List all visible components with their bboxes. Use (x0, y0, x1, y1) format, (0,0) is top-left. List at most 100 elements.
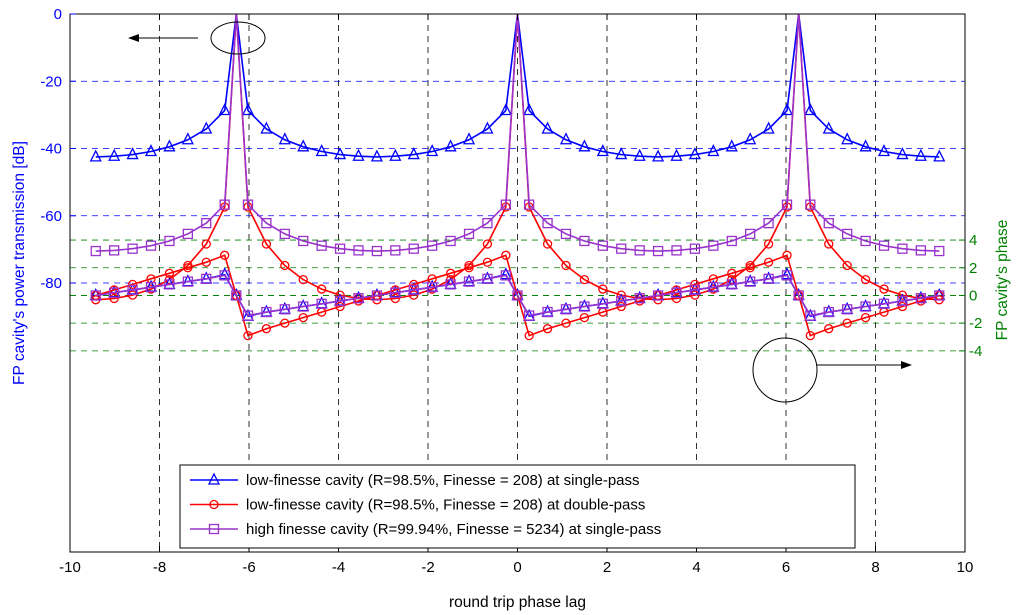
square-marker (482, 217, 493, 229)
triangle-marker (241, 103, 255, 116)
triangle-marker (804, 103, 817, 116)
square-marker (634, 245, 645, 256)
triangle-marker (596, 144, 609, 157)
triangle-marker (523, 103, 536, 116)
square-marker (781, 199, 793, 210)
square-marker (689, 243, 701, 254)
square-marker (445, 279, 456, 290)
y-left-tick-label: 0 (54, 6, 62, 23)
triangle-marker (407, 147, 420, 160)
square-marker (652, 245, 664, 257)
square-marker (145, 240, 157, 251)
circle-marker (482, 239, 493, 249)
y-axis-right-label: FP cavity's phase (994, 220, 1011, 341)
square-marker (726, 235, 737, 247)
circle-marker (335, 290, 345, 300)
triangle-marker (780, 103, 794, 116)
circle-marker (897, 301, 908, 312)
circle-marker (842, 260, 852, 271)
square-marker (164, 235, 175, 247)
triangle-marker (877, 144, 891, 157)
square-marker (597, 298, 608, 309)
x-tick-label: -2 (421, 559, 434, 576)
triangle-marker (841, 132, 854, 145)
circle-marker (298, 312, 308, 323)
triangle-marker (615, 147, 628, 160)
legend: low-finesse cavity (R=98.5%, Finesse = 2… (179, 464, 856, 549)
square-marker (823, 306, 834, 318)
square-marker (182, 228, 193, 240)
square-marker (689, 284, 701, 296)
square-marker (579, 301, 590, 312)
y-left-tick-label: -80 (40, 275, 62, 292)
circle-marker (445, 268, 456, 278)
square-marker (182, 276, 193, 287)
triangle-marker (278, 132, 291, 145)
triangle-marker (144, 144, 158, 157)
legend-label: low-finesse cavity (R=98.5%, Finesse = 2… (246, 472, 640, 489)
circle-marker (409, 290, 419, 300)
triangle-marker (315, 144, 328, 157)
x-axis-label: round trip phase lag (449, 594, 586, 611)
y-left-tick-label: -40 (40, 141, 62, 158)
square-marker (634, 293, 645, 304)
square-marker (708, 240, 719, 251)
square-marker (298, 301, 309, 312)
y-left-tick-label: -60 (40, 208, 62, 225)
circle-marker (805, 330, 815, 341)
y-right-tick-label: -2 (969, 315, 982, 332)
square-marker (90, 290, 101, 301)
series-5 (90, 270, 945, 321)
circle-marker (280, 260, 290, 271)
square-marker (482, 273, 493, 284)
square-marker (579, 235, 590, 247)
triangle-marker (499, 267, 512, 280)
circle-marker (220, 250, 230, 260)
square-marker (201, 217, 212, 229)
x-tick-label: -6 (242, 559, 255, 576)
circle-marker (690, 279, 700, 290)
legend-entry: high finesse cavity (R=99.94%, Finesse =… (190, 521, 661, 538)
x-tick-label: 2 (603, 559, 611, 576)
square-marker (127, 243, 138, 254)
triangle-marker (725, 139, 738, 152)
legend-box (179, 464, 856, 549)
circle-marker (561, 260, 571, 271)
circle-marker (598, 284, 608, 294)
square-marker (652, 290, 664, 301)
square-marker (500, 199, 511, 210)
square-marker (316, 240, 327, 251)
square-marker (463, 276, 475, 287)
square-marker (805, 310, 816, 321)
circle-marker (763, 257, 774, 267)
triangle-marker (652, 149, 665, 162)
circle-marker (127, 290, 138, 300)
x-tick-label: -8 (153, 559, 166, 576)
circle-marker (201, 257, 211, 267)
triangle-marker (297, 139, 310, 152)
triangle-marker (822, 121, 835, 134)
x-tick-label: 8 (871, 559, 879, 576)
square-marker (671, 287, 682, 298)
square-marker (127, 284, 138, 296)
circle-marker (745, 263, 755, 273)
series-line (95, 274, 940, 317)
x-tick-label: 0 (513, 559, 521, 576)
circle-marker (542, 324, 553, 334)
circle-marker (280, 318, 290, 328)
square-marker (353, 293, 364, 304)
square-marker (560, 228, 572, 240)
triangle-marker (541, 121, 554, 134)
square-marker (261, 306, 272, 318)
triangle-marker (218, 103, 231, 116)
circle-marker (409, 279, 419, 290)
circle-marker (561, 318, 571, 328)
circle-marker (860, 274, 871, 285)
square-marker (445, 235, 456, 247)
circle-marker (782, 250, 792, 260)
triangle-marker (126, 147, 139, 160)
circle-marker (579, 312, 590, 323)
square-marker (427, 282, 438, 293)
circle-marker (579, 274, 590, 285)
square-marker (298, 235, 309, 247)
